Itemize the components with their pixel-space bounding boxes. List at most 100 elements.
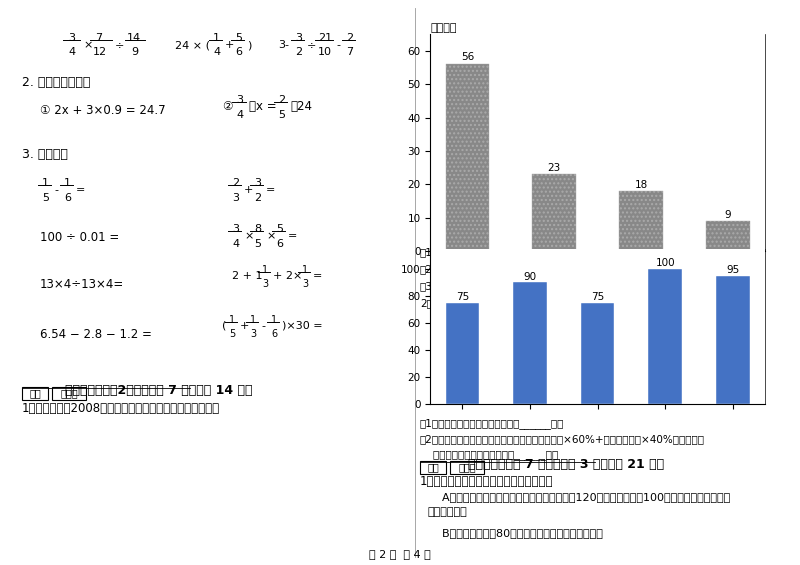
Text: 4: 4 [213,47,220,57]
Text: 3: 3 [68,33,75,43]
Text: 1．下面是申报2008年奥运会主办城市的得票情况统计图。: 1．下面是申报2008年奥运会主办城市的得票情况统计图。 [22,402,220,415]
Text: 5: 5 [42,193,49,203]
Text: 18: 18 [634,180,648,189]
Bar [420,461,446,474]
Text: ): ) [247,40,251,50]
Text: （2）北京得______票，占得票总数的______％。: （2）北京得______票，占得票总数的______％。 [420,264,583,275]
Text: 1: 1 [271,315,277,325]
Text: 1: 1 [262,265,268,275]
Text: 13×4÷13×4=: 13×4÷13×4= [40,278,124,291]
Text: 4: 4 [68,47,75,57]
Text: 3. 算一算。: 3. 算一算。 [22,148,68,161]
Text: 7: 7 [346,47,353,57]
Bar [450,461,484,474]
Text: 6: 6 [276,239,283,249]
Text: 24 × (: 24 × ( [175,40,210,50]
Text: 4: 4 [232,239,239,249]
Text: 3-: 3- [278,40,289,50]
Text: ×: × [244,231,254,241]
Bar [648,269,682,404]
Text: ÷: ÷ [307,40,316,50]
Text: 3: 3 [232,193,239,203]
Text: 1: 1 [229,315,235,325]
Text: 1: 1 [302,265,308,275]
Text: 3: 3 [232,224,239,234]
Text: +: + [244,185,254,195]
Text: 2 + 1: 2 + 1 [232,271,262,281]
Text: 3: 3 [302,279,308,289]
Text: 1: 1 [42,178,49,188]
Text: 2: 2 [346,33,353,43]
Text: 100: 100 [655,258,675,268]
Text: 6.54 − 2.8 − 1.2 =: 6.54 − 2.8 − 1.2 = [40,328,152,341]
Text: -: - [261,321,265,331]
Text: 单位：票: 单位：票 [430,23,457,33]
Text: ，x =: ，x = [249,100,277,113]
Text: 6: 6 [64,193,71,203]
Text: +: + [240,321,250,331]
Text: 5: 5 [229,329,235,339]
Bar [446,303,479,404]
Text: =: = [313,271,322,281]
Text: 100 ÷ 0.01 =: 100 ÷ 0.01 = [40,231,119,244]
Text: 级第一学期的数学学期成绩是______分。: 级第一学期的数学学期成绩是______分。 [420,450,558,460]
Text: 4: 4 [236,110,243,120]
Text: -: - [54,185,58,195]
Bar [581,303,614,404]
Text: + 2×: + 2× [273,271,302,281]
Text: 3: 3 [254,178,261,188]
Text: 五、综合题（八2小题，每题 7 分，共计 14 分）: 五、综合题（八2小题，每题 7 分，共计 14 分） [65,384,253,397]
Text: ×: × [266,231,275,241]
Text: -: - [336,40,340,50]
Text: 3: 3 [250,329,256,339]
Text: A、六一儿童节，同学们做纸花，六年级做了120朵，五年级做了100朵，六年级比五年级多: A、六一儿童节，同学们做纸花，六年级做了120朵，五年级做了100朵，六年级比五… [428,492,730,502]
Text: 做百分之几？: 做百分之几？ [428,507,468,517]
Text: (: ( [222,321,226,331]
Text: 1: 1 [213,33,220,43]
Text: 2: 2 [295,47,302,57]
Text: 六、应用题（八 7 小题，每题 3 分，共计 21 分）: 六、应用题（八 7 小题，每题 3 分，共计 21 分） [468,458,664,471]
Bar [52,387,86,400]
Text: 评卷人: 评卷人 [60,389,78,398]
Bar [513,282,547,404]
Text: （3）投票结果一出来，报纸、电视都说：「北京得票是数遥遥领先」，为什么这样说？: （3）投票结果一出来，报纸、电视都说：「北京得票是数遥遥领先」，为什么这样说？ [420,281,664,291]
Text: =: = [288,231,298,241]
Text: 1．下面各题，只列出综合算式，不解答。: 1．下面各题，只列出综合算式，不解答。 [420,475,554,488]
Text: 23: 23 [547,163,561,173]
Text: ②: ② [222,100,233,113]
Text: 9: 9 [131,47,138,57]
Text: 75: 75 [591,292,604,302]
Text: 3: 3 [236,95,243,105]
Bar [619,191,662,251]
Text: 得分: 得分 [427,463,439,472]
Text: 5: 5 [235,33,242,43]
Text: +: + [225,40,234,50]
Text: 8: 8 [254,224,261,234]
Text: 2. 解方程或比例。: 2. 解方程或比例。 [22,76,90,89]
Text: 2: 2 [232,178,239,188]
Text: 9: 9 [725,210,731,220]
Text: 3: 3 [262,279,268,289]
Text: 第 2 页  共 4 页: 第 2 页 共 4 页 [369,549,431,559]
Text: =: = [266,185,275,195]
Bar [22,387,48,400]
Text: 6: 6 [235,47,242,57]
Text: 95: 95 [726,265,739,275]
Text: 7: 7 [95,33,102,43]
Text: 5: 5 [278,110,285,120]
Text: 1: 1 [64,178,71,188]
Bar [706,221,750,251]
Text: （1）四个申办城市的得票总数是______票。: （1）四个申办城市的得票总数是______票。 [420,247,558,258]
Text: ×: × [83,40,92,50]
Bar [533,175,576,251]
Text: 5: 5 [254,239,261,249]
Text: （1）王平四次平时成绩的平均分是______分。: （1）王平四次平时成绩的平均分是______分。 [420,418,564,429]
Bar [446,64,489,251]
Text: )×30 =: )×30 = [282,321,322,331]
Text: 3: 3 [295,33,302,43]
Text: 2: 2 [278,95,285,105]
Text: 得分: 得分 [29,389,41,398]
Text: 5: 5 [276,224,283,234]
Text: =: = [76,185,86,195]
Text: （2）数学学期成绩是这样算的：平时成绩的平均分×60%+期末测验成绩×40%，王平六年: （2）数学学期成绩是这样算的：平时成绩的平均分×60%+期末测验成绩×40%，王… [420,434,705,444]
